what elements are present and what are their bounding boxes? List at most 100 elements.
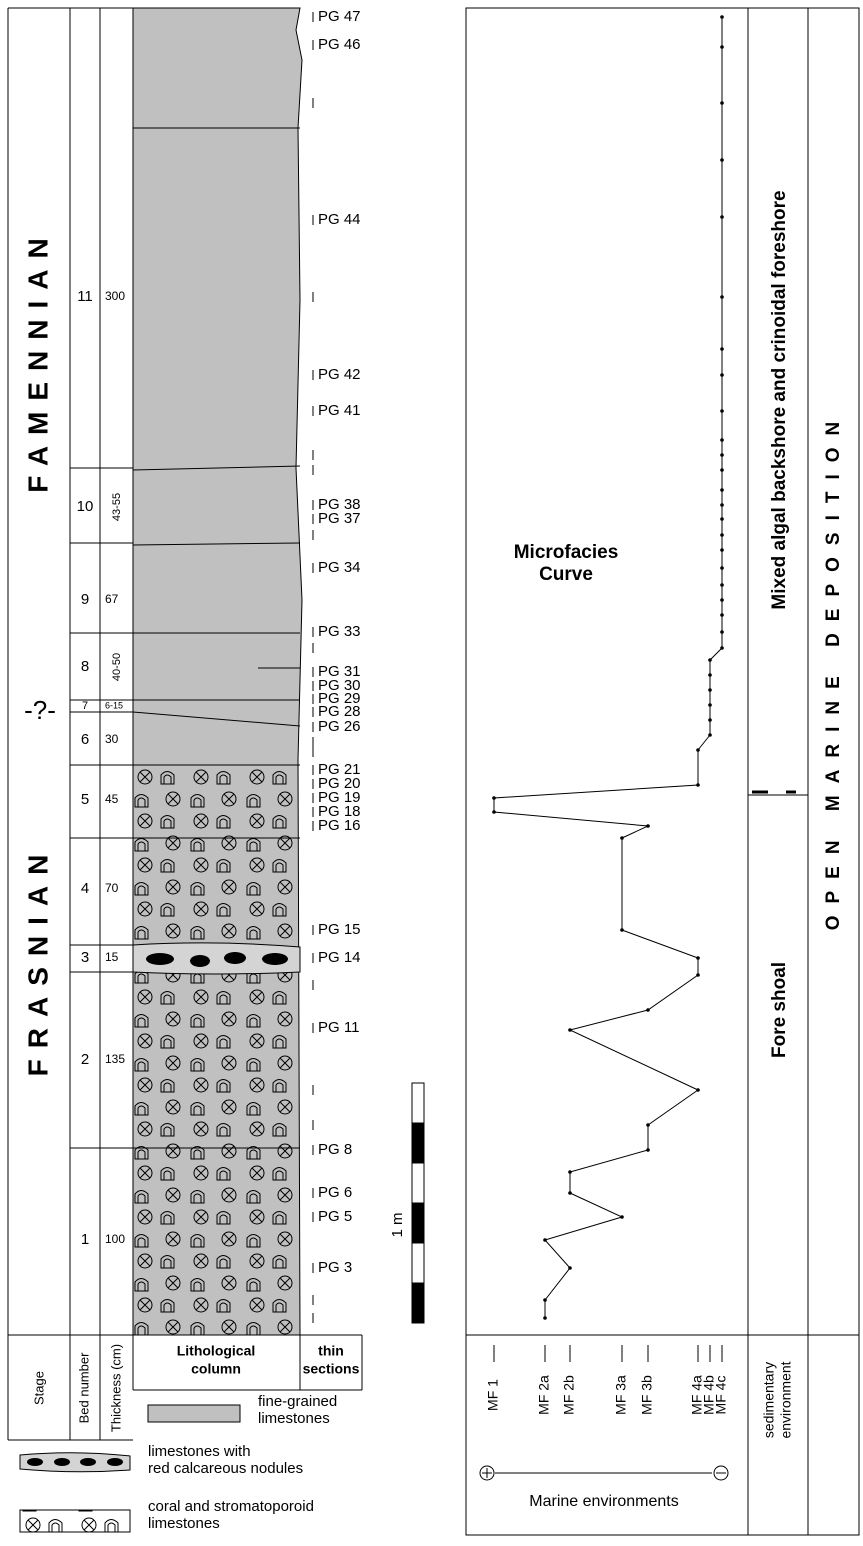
- thin-section-label: PG 26: [318, 718, 361, 735]
- column-lines: [466, 8, 859, 1535]
- thin-section-label: PG 16: [318, 817, 361, 834]
- microfacies-point: [568, 1191, 572, 1195]
- bed-thickness: 135: [105, 1052, 125, 1066]
- sed-env-label: environment: [778, 1361, 794, 1438]
- thin-section-label: PG 33: [318, 623, 361, 640]
- microfacies-point: [543, 1316, 547, 1320]
- legend-nodule: [54, 1458, 70, 1466]
- legend-text: limestones with: [148, 1443, 251, 1460]
- microfacies-point: [620, 1215, 624, 1219]
- microfacies-point: [646, 824, 650, 828]
- microfacies-point: [568, 1266, 572, 1270]
- microfacies-point: [720, 215, 724, 219]
- thin-section-label: PG 28: [318, 703, 361, 720]
- legend-nodule: [107, 1458, 123, 1466]
- microfacies-point: [720, 613, 724, 617]
- microfacies-point: [720, 583, 724, 587]
- header-lithology: column: [191, 1361, 241, 1377]
- microfacies-point: [492, 810, 496, 814]
- bed-number: 1: [81, 1231, 89, 1248]
- bed-thickness: 6-15: [105, 700, 123, 710]
- microfacies-point: [720, 517, 724, 521]
- header-thickness: Thickness (cm): [108, 1344, 123, 1432]
- scale-segment: [411, 1122, 425, 1164]
- microfacies-point: [708, 673, 712, 677]
- microfacies-point: [646, 1123, 650, 1127]
- nodule-bed: [132, 942, 301, 975]
- microfacies-point: [708, 688, 712, 692]
- minus-symbol: [713, 1465, 729, 1481]
- microfacies-point: [720, 598, 724, 602]
- scale-segment: [411, 1242, 425, 1284]
- sed-env-label: sedimentary: [761, 1362, 777, 1438]
- bed-number: 2: [81, 1051, 89, 1068]
- microfacies-point: [696, 1088, 700, 1092]
- legend-swatch-coral: [19, 1509, 131, 1533]
- bed-number: 9: [81, 591, 89, 608]
- scale-segment: [411, 1202, 425, 1244]
- thin-section-label: PG 30: [318, 677, 361, 694]
- microfacies-point: [720, 630, 724, 634]
- nodule: [262, 953, 288, 965]
- microfacies-point: [720, 533, 724, 537]
- thin-section-label: PG 6: [318, 1184, 352, 1201]
- bed-boundary: [132, 542, 301, 546]
- thin-section-label: PG 19: [318, 789, 361, 806]
- microfacies-point: [646, 1148, 650, 1152]
- axis-label: Marine environments: [529, 1493, 678, 1510]
- mf-label: MF 3b: [639, 1375, 655, 1415]
- mf-label: MF 2b: [561, 1375, 577, 1415]
- microfacies-point: [720, 45, 724, 49]
- microfacies-point: [568, 1028, 572, 1032]
- thin-section-label: PG 38: [318, 496, 361, 513]
- microfacies-point: [620, 928, 624, 932]
- header-lithology: Lithological: [177, 1343, 256, 1359]
- microfacies-point: [708, 718, 712, 722]
- curve-frame: [465, 7, 860, 1536]
- thin-section-label: PG 18: [318, 803, 361, 820]
- bed-thickness: 70: [105, 881, 119, 895]
- microfacies-point: [708, 703, 712, 707]
- microfacies-point: [720, 347, 724, 351]
- mf-label: MF 1: [485, 1379, 501, 1411]
- bed-thickness: 100: [105, 1232, 125, 1246]
- header-stage: Stage: [31, 1371, 46, 1405]
- bed-thickness: 43-55: [111, 493, 123, 521]
- thin-section-label: PG 29: [318, 690, 361, 707]
- bed-number: 3: [81, 949, 89, 966]
- bed-thickness: 15: [105, 950, 119, 964]
- thin-section-label: PG 3: [318, 1259, 352, 1276]
- thin-section-label: PG 46: [318, 36, 361, 53]
- zone-label: Mixed algal backshore and crinoidal fore…: [769, 190, 790, 609]
- thin-section-label: PG 34: [318, 559, 361, 576]
- microfacies-point: [720, 548, 724, 552]
- mf-label: MF 4a: [689, 1375, 705, 1415]
- nodule: [224, 952, 246, 964]
- coral-limestone: [133, 765, 298, 945]
- legend-text: fine-grained: [258, 1393, 337, 1410]
- microfacies-point: [492, 796, 496, 800]
- plus-symbol: [479, 1465, 495, 1481]
- microfacies-point: [720, 295, 724, 299]
- nodule: [190, 955, 210, 967]
- microfacies-point: [646, 1008, 650, 1012]
- coral-limestone: [133, 972, 298, 1335]
- bed-thickness: 45: [105, 792, 119, 806]
- microfacies-point: [720, 453, 724, 457]
- bed-thickness: 30: [105, 732, 119, 746]
- thin-section-label: PG 42: [318, 366, 361, 383]
- thin-section-label: PG 21: [318, 761, 361, 778]
- thin-section-label: PG 5: [318, 1208, 352, 1225]
- microfacies-line: [493, 17, 723, 1318]
- microfacies-point: [696, 783, 700, 787]
- microfacies-point: [708, 733, 712, 737]
- scale-segment: [411, 1082, 425, 1124]
- mf-label: MF 3a: [613, 1375, 629, 1415]
- legend-swatch-nodules: [19, 1452, 131, 1473]
- header-thin-sections: thin: [318, 1343, 344, 1359]
- mf-label: MF 4b: [701, 1375, 717, 1415]
- microfacies-point: [720, 373, 724, 377]
- microfacies-point: [720, 566, 724, 570]
